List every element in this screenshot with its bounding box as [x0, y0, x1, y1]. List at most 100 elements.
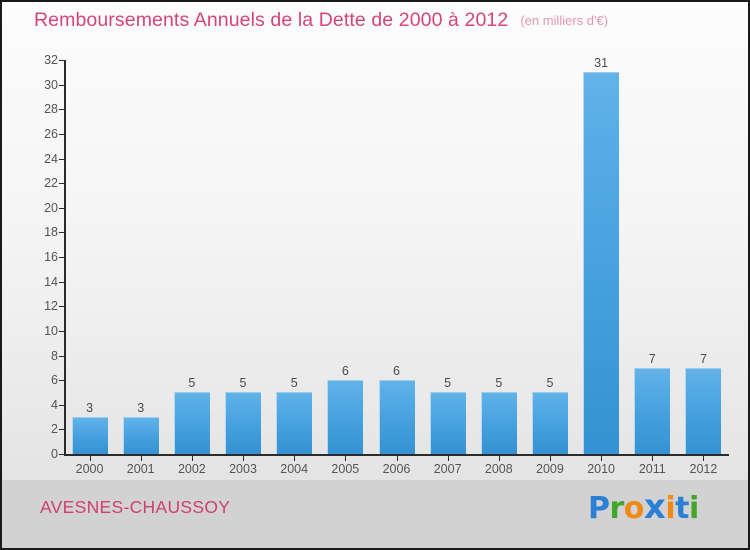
- bar-group: 5: [173, 370, 210, 454]
- x-axis-tick-label: 2002: [177, 462, 206, 476]
- bar[interactable]: [276, 392, 313, 454]
- bar-group: 5: [276, 370, 313, 454]
- x-axis-tick-label: 2011: [638, 462, 666, 476]
- x-axis-tick-label: 2004: [280, 462, 309, 476]
- logo-letter: x: [643, 487, 666, 527]
- bar-value-label: 6: [341, 364, 349, 379]
- bar-value-label: 5: [444, 376, 452, 391]
- y-axis-tick-label: 0: [51, 447, 58, 461]
- bar-value-label: 7: [648, 351, 656, 366]
- bar-value-label: 5: [239, 376, 247, 391]
- y-axis-tick-mark: [59, 207, 65, 209]
- x-axis-tick-label: 2005: [331, 462, 360, 476]
- x-axis-tick-mark: [703, 456, 705, 461]
- x-axis-tick-mark: [498, 456, 500, 461]
- bar-group: 31: [583, 50, 620, 454]
- y-axis-tick-label: 26: [44, 126, 58, 141]
- bar[interactable]: [634, 367, 671, 454]
- bar-group: 7: [634, 346, 671, 454]
- bar-value-label: 5: [495, 376, 503, 391]
- logo-letter: P: [588, 491, 610, 526]
- y-axis-tick-mark: [59, 429, 65, 431]
- y-axis-tick-label: 30: [44, 77, 58, 92]
- bar[interactable]: [583, 72, 620, 454]
- x-axis-tick-mark: [652, 456, 654, 461]
- bar[interactable]: [173, 392, 210, 454]
- x-axis-tick-mark: [89, 456, 91, 461]
- bar-value-label: 5: [290, 376, 298, 391]
- y-axis-tick-label: 18: [44, 225, 58, 240]
- bar[interactable]: [71, 417, 108, 454]
- bar[interactable]: [327, 380, 364, 454]
- y-axis-tick-label: 6: [51, 373, 58, 388]
- bar[interactable]: [122, 417, 159, 454]
- y-axis-tick-mark: [59, 158, 65, 160]
- bar[interactable]: [685, 367, 722, 454]
- bar[interactable]: [225, 392, 262, 454]
- x-axis-tick-mark: [601, 456, 603, 461]
- bar-value-label: 6: [393, 364, 400, 379]
- y-axis-tick-mark: [59, 60, 65, 61]
- bar-value-label: 5: [188, 376, 196, 391]
- bar-value-label: 7: [699, 351, 707, 366]
- bar[interactable]: [531, 392, 568, 454]
- x-axis-tick-label: 2001: [126, 462, 155, 476]
- bar-group: 5: [429, 370, 466, 454]
- y-axis-tick-mark: [59, 454, 65, 455]
- y-axis-tick-label: 28: [44, 102, 58, 117]
- bar-value-label: 31: [594, 56, 609, 71]
- bar[interactable]: [480, 392, 517, 454]
- y-axis-tick-mark: [59, 281, 65, 283]
- logo-letter: r: [609, 491, 625, 526]
- bar-group: 3: [71, 395, 108, 454]
- bar[interactable]: [429, 392, 466, 454]
- y-axis-tick-mark: [59, 380, 65, 382]
- proxiti-logo: Proxiti: [588, 490, 699, 526]
- bar-group: 5: [480, 370, 517, 454]
- bar-group: 6: [327, 358, 364, 454]
- x-axis-tick-mark: [396, 456, 398, 461]
- bar[interactable]: [378, 380, 415, 454]
- x-axis-tick-label: 2000: [75, 462, 104, 476]
- x-axis-tick-label: 2003: [229, 462, 257, 476]
- x-axis-tick-mark: [294, 456, 296, 461]
- x-axis-tick-mark: [345, 456, 347, 461]
- logo-letter: i: [665, 491, 676, 526]
- x-axis-tick-label: 2012: [689, 462, 718, 476]
- y-axis-tick-mark: [59, 84, 65, 86]
- bar-group: 7: [685, 346, 722, 454]
- logo-letter: o: [623, 491, 645, 526]
- y-axis-tick-mark: [59, 404, 65, 406]
- y-axis-tick-label: 8: [51, 348, 58, 363]
- footer-band: AVESNES-CHAUSSOY Proxiti: [2, 480, 748, 548]
- bar-value-label: 3: [86, 401, 94, 416]
- title-band: Remboursements Annuels de la Dette de 20…: [2, 2, 748, 38]
- x-axis-tick-mark: [447, 456, 449, 461]
- bar-value-label: 3: [137, 401, 145, 416]
- logo-letter: t: [675, 491, 689, 526]
- x-axis-tick-mark: [549, 456, 551, 461]
- y-axis-tick-label: 14: [44, 274, 58, 289]
- x-axis-tick-label: 2009: [536, 462, 564, 476]
- bar-value-label: 5: [546, 376, 554, 391]
- x-axis-tick-label: 2006: [382, 462, 411, 476]
- x-axis-tick-label: 2008: [484, 462, 513, 476]
- y-axis-tick-label: 20: [44, 200, 58, 215]
- y-axis-tick-mark: [59, 232, 65, 234]
- page-title: Remboursements Annuels de la Dette de 20…: [34, 8, 509, 31]
- y-axis-tick-label: 4: [51, 397, 58, 412]
- x-axis-tick-mark: [191, 456, 193, 461]
- y-axis-tick-label: 2: [51, 422, 58, 437]
- x-axis-tick-mark: [140, 456, 142, 461]
- bar-group: 3: [122, 395, 159, 454]
- y-axis-line: [64, 60, 66, 455]
- logo-letter: i: [689, 491, 699, 526]
- y-axis-tick-mark: [59, 183, 65, 185]
- entity-name: AVESNES-CHAUSSOY: [40, 497, 231, 517]
- x-axis-tick-label: 2007: [433, 462, 462, 476]
- y-axis-tick-label: 32: [44, 53, 58, 67]
- y-axis-tick-label: 10: [44, 323, 58, 338]
- bar-group: 6: [378, 358, 415, 454]
